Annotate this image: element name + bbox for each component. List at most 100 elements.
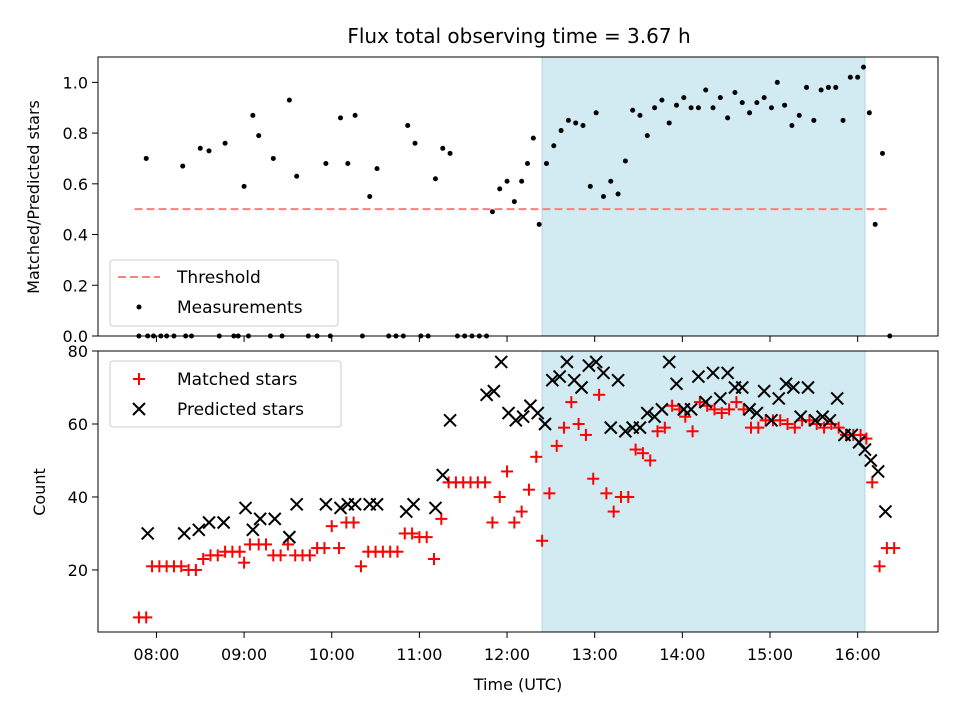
predicted-star-point bbox=[669, 377, 684, 391]
measurement-point bbox=[615, 191, 621, 197]
matched-star-point bbox=[238, 556, 251, 569]
measurement-point bbox=[688, 105, 694, 111]
matched-star-point bbox=[558, 421, 571, 434]
matched-star-point bbox=[140, 611, 153, 624]
measurement-point bbox=[630, 107, 636, 113]
legend-predicted-label: Predicted stars bbox=[177, 400, 304, 420]
matched-star-point bbox=[715, 407, 728, 420]
matched-star-point bbox=[325, 520, 338, 533]
predicted-star-point bbox=[786, 380, 801, 395]
predicted-star-point bbox=[552, 369, 567, 384]
predicted-star-point bbox=[830, 391, 844, 406]
matched-star-point bbox=[211, 549, 224, 562]
predicted-star-point bbox=[516, 409, 530, 424]
measurement-point bbox=[847, 74, 853, 80]
legend-matched-swatch bbox=[133, 373, 145, 385]
measurement-point bbox=[747, 110, 753, 116]
top-axes-frame bbox=[97, 56, 939, 337]
predicted-star-point bbox=[268, 512, 282, 526]
measurement-point bbox=[600, 194, 606, 199]
predicted-star-point bbox=[793, 409, 808, 424]
predicted-star-point bbox=[808, 413, 822, 428]
matched-star-point bbox=[679, 410, 692, 423]
predicted-star-point bbox=[370, 497, 384, 511]
measurement-point bbox=[796, 112, 802, 118]
measurement-point bbox=[872, 221, 878, 227]
legend-measurements-swatch bbox=[136, 304, 142, 310]
measurement-point bbox=[622, 158, 628, 164]
predicted-star-point bbox=[871, 464, 885, 479]
matched-star-point bbox=[666, 399, 679, 412]
measurement-point bbox=[674, 102, 680, 108]
predicted-star-point bbox=[582, 358, 596, 373]
measurement-point bbox=[143, 155, 149, 161]
measurement-point bbox=[768, 105, 774, 111]
matched-star-point bbox=[486, 516, 499, 529]
matched-star-point bbox=[593, 388, 606, 401]
predicted-star-point bbox=[246, 523, 260, 537]
measurement-point bbox=[580, 122, 586, 128]
predicted-star-point bbox=[589, 355, 603, 369]
matched-star-point bbox=[587, 472, 600, 485]
chart-title: Flux total observing time = 3.67 h bbox=[347, 24, 690, 48]
matched-star-point bbox=[197, 553, 210, 566]
measurement-point bbox=[256, 133, 262, 139]
measurement-point bbox=[789, 122, 795, 128]
predicted-star-point bbox=[779, 377, 793, 391]
matched-star-point bbox=[788, 421, 801, 434]
predicted-star-point bbox=[764, 413, 779, 428]
matched-star-point bbox=[260, 538, 272, 551]
matched-star-point bbox=[781, 417, 794, 430]
top-y-tick-label: 0.6 bbox=[63, 175, 88, 194]
matched-star-point bbox=[629, 443, 642, 456]
x-tick-label: 15:00 bbox=[747, 645, 793, 664]
measurement-point bbox=[825, 84, 831, 90]
measurement-point bbox=[754, 100, 760, 106]
measurement-point bbox=[489, 209, 495, 215]
matched-star-point bbox=[281, 538, 294, 551]
predicted-star-point bbox=[443, 413, 457, 428]
predicted-star-point bbox=[772, 391, 786, 406]
predicted-star-point bbox=[757, 384, 771, 398]
predicted-star-point bbox=[531, 406, 545, 420]
measurement-point bbox=[536, 221, 542, 227]
predicted-star-point bbox=[611, 373, 625, 387]
predicted-star-point bbox=[699, 395, 713, 409]
matched-star-point bbox=[233, 545, 246, 558]
x-tick-label: 08:00 bbox=[133, 645, 179, 664]
matched-star-point bbox=[873, 560, 886, 573]
measurement-point bbox=[511, 199, 517, 205]
matched-star-point bbox=[175, 560, 188, 573]
predicted-star-point bbox=[823, 413, 837, 428]
matched-star-point bbox=[333, 542, 346, 555]
measurement-point bbox=[666, 120, 672, 126]
matched-star-point bbox=[428, 553, 440, 566]
predicted-star-point bbox=[878, 504, 893, 519]
measurement-point bbox=[338, 115, 344, 121]
top-legend: Threshold Measurements bbox=[109, 259, 339, 327]
measurement-point bbox=[412, 140, 418, 146]
predicted-star-point bbox=[633, 420, 647, 435]
predicted-star-point bbox=[560, 355, 574, 369]
predicted-star-point bbox=[852, 435, 866, 449]
measurement-point bbox=[573, 120, 579, 126]
matched-star-point bbox=[818, 421, 831, 434]
predicted-star-point bbox=[238, 501, 253, 515]
measurement-point bbox=[206, 148, 212, 154]
measurement-point bbox=[530, 135, 536, 141]
predicted-star-point bbox=[801, 380, 815, 395]
x-axis-label: Time (UTC) bbox=[473, 675, 562, 694]
x-tick-label: 10:00 bbox=[309, 645, 355, 664]
predicted-star-point bbox=[545, 373, 560, 387]
top-y-tick-label: 0.4 bbox=[63, 226, 88, 245]
measurement-point bbox=[250, 112, 256, 118]
predicted-star-point bbox=[618, 424, 633, 438]
measurement-point bbox=[739, 100, 745, 106]
matched-star-point bbox=[832, 421, 845, 434]
bottom-y-tick-label: 80 bbox=[68, 342, 88, 361]
matched-star-point bbox=[708, 403, 721, 416]
measurement-point bbox=[504, 178, 510, 184]
measurement-point bbox=[270, 155, 276, 161]
measurement-point bbox=[725, 115, 731, 121]
top-y-axis-label: Matched/Predicted stars bbox=[24, 100, 43, 294]
